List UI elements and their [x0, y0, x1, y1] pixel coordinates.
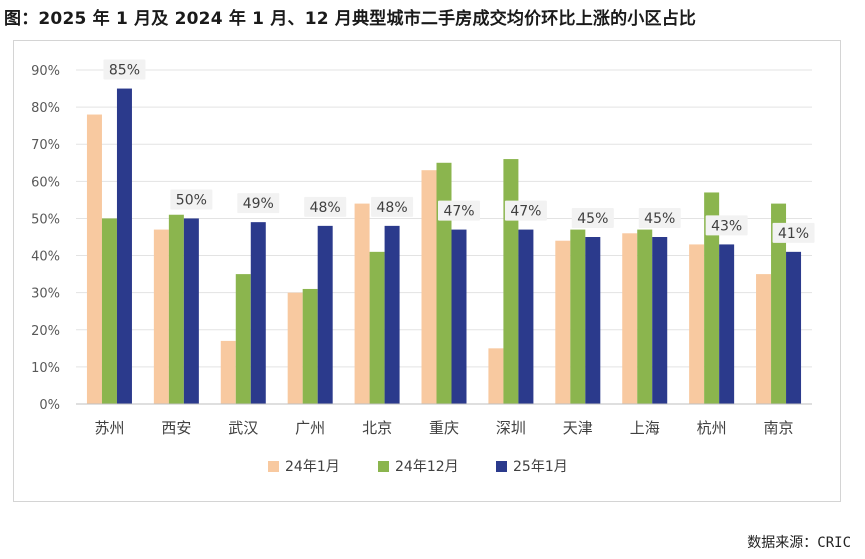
bar [302, 288, 318, 404]
bar [518, 229, 534, 404]
legend-swatch [378, 461, 389, 472]
bar [116, 88, 132, 405]
bar [689, 244, 705, 404]
bar [384, 225, 400, 404]
data-label-background [170, 189, 213, 210]
bars [86, 88, 802, 405]
bar [153, 229, 169, 404]
y-tick-label: 30% [31, 287, 60, 302]
y-tick-label: 80% [31, 101, 60, 116]
x-tick-label: 杭州 [697, 419, 727, 437]
bar [555, 240, 571, 404]
bar [652, 237, 668, 404]
y-tick-label: 10% [31, 361, 60, 376]
bar [86, 114, 102, 405]
bar [786, 251, 802, 404]
data-label-background [504, 200, 547, 221]
legend-label: 24年1月 [285, 459, 340, 475]
bar [101, 218, 117, 404]
bar [503, 159, 519, 404]
x-tick-label: 广州 [295, 419, 325, 437]
x-tick-label: 深圳 [496, 419, 526, 437]
y-tick-label: 70% [31, 138, 60, 153]
bar [354, 203, 370, 404]
bar [585, 237, 601, 404]
data-label: 47% [510, 204, 541, 220]
source-label: 数据来源： [747, 535, 818, 551]
y-tick-label: 20% [31, 324, 60, 339]
bar [488, 348, 504, 404]
y-tick-label: 40% [31, 250, 60, 265]
axes: 0% 10% 20% 30% 40% 50% 60% 70% 80% 90% 苏州 西安 武汉 广州 北京 重… [31, 64, 812, 437]
legend-swatch [268, 461, 279, 472]
legend-label: 24年12月 [395, 459, 459, 475]
bar [704, 192, 720, 404]
x-tick-label: 北京 [362, 419, 392, 437]
data-label-background [772, 222, 815, 243]
data-label-background [237, 193, 280, 214]
x-tick-label: 武汉 [228, 419, 258, 437]
data-label-background [438, 200, 480, 221]
data-labels: 85% 50% 49% 48% 48% 47% 47% 45% 45% 43% 41% [103, 59, 815, 243]
bar [719, 244, 735, 404]
data-label: 47% [443, 204, 474, 220]
bar [220, 340, 236, 404]
bar [235, 274, 251, 404]
bar [317, 225, 333, 404]
bar [250, 222, 266, 404]
bar [570, 229, 586, 404]
x-tick-label: 天津 [563, 419, 593, 437]
data-label: 48% [310, 200, 341, 216]
data-source: 数据来源：CRIC [747, 532, 851, 552]
data-label: 50% [176, 192, 207, 208]
bar [183, 218, 199, 404]
x-tick-label: 上海 [630, 419, 660, 437]
bar [622, 233, 638, 404]
data-label-background [371, 196, 414, 217]
bar [637, 229, 653, 404]
bar [756, 274, 772, 404]
x-tick-label: 西安 [161, 419, 191, 437]
bar [287, 292, 303, 404]
bar [168, 214, 184, 404]
bar [436, 162, 452, 404]
data-label: 85% [109, 63, 140, 79]
data-label: 41% [778, 226, 809, 242]
data-label-background [705, 215, 748, 236]
data-label: 45% [644, 211, 675, 227]
x-tick-label: 重庆 [429, 419, 459, 437]
data-label: 48% [377, 200, 408, 216]
bar [771, 203, 787, 404]
chart-title: 图：2025 年 1 月及 2024 年 1 月、12 月典型城市二手房成交均价… [4, 9, 697, 29]
data-label-background [103, 59, 146, 80]
data-label: 45% [577, 211, 608, 227]
y-tick-label: 0% [39, 398, 60, 413]
data-label: 43% [711, 218, 742, 234]
bar [421, 170, 437, 404]
source-value: CRIC [817, 535, 851, 551]
x-tick-label: 苏州 [94, 419, 124, 437]
bar [451, 229, 467, 404]
legend-label: 25年1月 [513, 459, 568, 475]
legend-swatch [496, 461, 507, 472]
x-tick-label: 南京 [764, 419, 794, 437]
data-label: 49% [243, 196, 274, 212]
bar [369, 251, 385, 404]
legend: 24年1月 24年12月 25年1月 [268, 459, 568, 475]
y-tick-label: 50% [31, 212, 60, 227]
data-label-background [571, 208, 614, 228]
data-label-background [638, 208, 681, 228]
data-label-background [304, 196, 347, 217]
y-tick-label: 90% [31, 64, 60, 79]
y-tick-label: 60% [31, 175, 60, 190]
